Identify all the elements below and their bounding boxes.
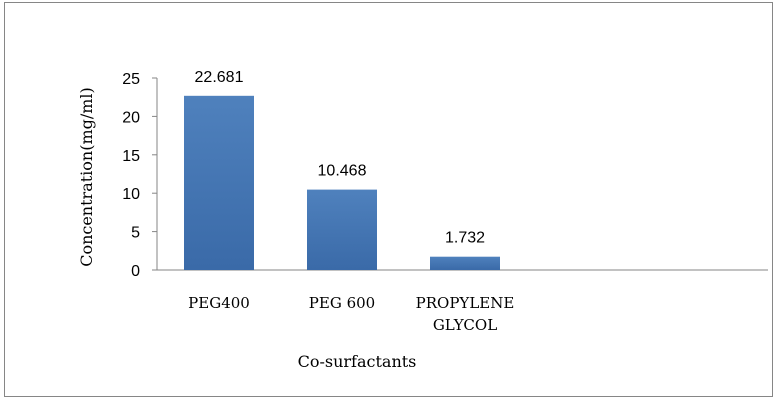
y-tick-label: 20 <box>122 109 140 126</box>
x-tick-label: PROPYLENE GLYCOL <box>416 294 515 334</box>
y-tick-label: 15 <box>122 148 140 165</box>
bar <box>184 95 254 270</box>
y-tick-label: 25 <box>122 71 140 88</box>
y-tick-label: 5 <box>131 225 140 242</box>
y-axis-ticks: 0 5 10 15 20 25 <box>122 71 157 280</box>
x-tick-label: PEG 600 <box>309 294 375 312</box>
y-axis-title: Concentration(mg/ml) <box>77 87 96 267</box>
data-label: 22.681 <box>195 69 244 86</box>
chart-frame <box>4 2 773 397</box>
y-tick-label: 0 <box>131 263 140 280</box>
bar <box>430 256 500 270</box>
bars: 22.681 10.468 1.732 <box>184 69 500 270</box>
x-tick-label: PEG400 <box>188 294 250 312</box>
data-label: 10.468 <box>318 163 367 180</box>
bar <box>307 189 377 270</box>
x-axis-title: Co-surfactants <box>298 352 417 371</box>
x-axis-category-labels: PEG400 PEG 600 PROPYLENE GLYCOL <box>188 294 514 334</box>
data-label: 1.732 <box>445 230 485 247</box>
y-tick-label: 10 <box>122 186 140 203</box>
